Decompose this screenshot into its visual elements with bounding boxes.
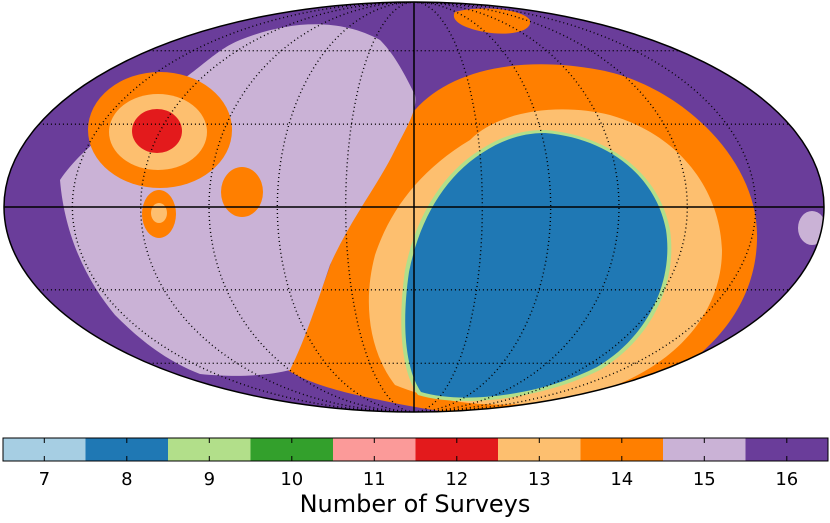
map-regions bbox=[4, 2, 824, 412]
colorbar-tick-label: 10 bbox=[280, 469, 303, 490]
colorbar-label: Number of Surveys bbox=[300, 490, 531, 518]
colorbar-cell bbox=[250, 438, 334, 461]
colorbar-cell bbox=[663, 438, 746, 461]
colorbar-tick-label: 11 bbox=[363, 469, 386, 490]
region-core bbox=[405, 133, 668, 398]
meridian-line bbox=[413, 2, 552, 412]
meridian-line bbox=[413, 2, 620, 412]
map-graticule bbox=[4, 2, 824, 412]
colorbar-tick-label: 12 bbox=[445, 469, 468, 490]
colorbar-tick-label: 13 bbox=[528, 469, 551, 490]
colorbar-tick-label: 14 bbox=[610, 469, 633, 490]
colorbar-cell bbox=[580, 438, 664, 461]
colorbar-cell bbox=[498, 438, 581, 461]
colorbar-cell bbox=[745, 438, 829, 461]
colorbar-frame bbox=[2, 437, 829, 462]
colorbar-cell bbox=[85, 438, 169, 461]
colorbar-ticks: 7 8 9 10 11 12 13 14 15 16 bbox=[39, 438, 798, 490]
region-small-spot-b-core bbox=[151, 203, 167, 223]
colorbar-cell bbox=[168, 438, 251, 461]
colorbar: 7 8 9 10 11 12 13 14 15 16 Number of Surveys bbox=[2, 437, 829, 518]
colorbar-cell bbox=[415, 438, 499, 461]
colorbar-cell bbox=[333, 438, 416, 461]
colorbar-tick-label: 7 bbox=[39, 469, 50, 490]
region-east-spot bbox=[798, 211, 824, 245]
colorbar-tick-label: 8 bbox=[121, 469, 132, 490]
colorbar-cell bbox=[3, 438, 86, 461]
colorbar-tick-label: 9 bbox=[204, 469, 215, 490]
region-small-spot-a bbox=[221, 167, 263, 217]
colorbar-cells bbox=[3, 438, 829, 461]
sky-map bbox=[3, 1, 825, 413]
map-border bbox=[3, 1, 825, 413]
colorbar-tick-label: 16 bbox=[775, 469, 798, 490]
colorbar-tick-label: 15 bbox=[693, 469, 716, 490]
region-hotspot-core bbox=[132, 109, 182, 153]
